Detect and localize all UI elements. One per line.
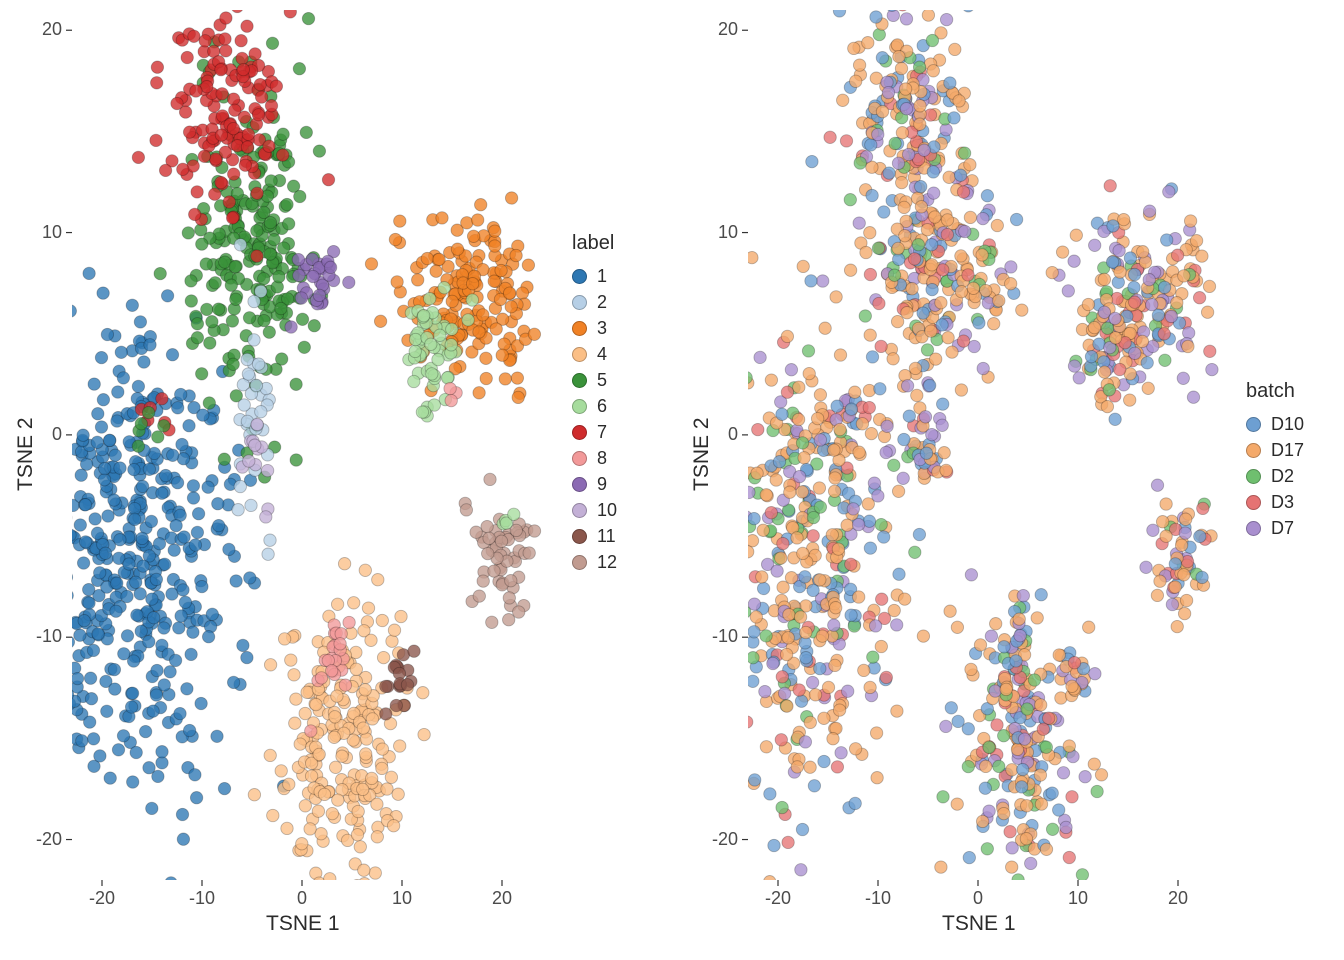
legend-label: 8 <box>597 448 607 469</box>
x-tick-label: -10 <box>182 888 222 909</box>
legend-item: 10 <box>572 497 617 523</box>
legend-item: 3 <box>572 315 617 341</box>
data-point <box>685 559 697 571</box>
panel-left <box>30 4 630 934</box>
x-tick-label: -10 <box>858 888 898 909</box>
data-point <box>308 938 320 950</box>
legend-swatch-icon <box>1246 443 1261 458</box>
y-axis-label: TSNE 2 <box>14 417 38 491</box>
legend-label: 9 <box>597 474 607 495</box>
legend-title: label <box>572 232 617 255</box>
legend-label: label123456789101112 <box>572 232 617 575</box>
x-axis-label: TSNE 1 <box>266 912 340 936</box>
legend-swatch-icon <box>572 451 587 466</box>
data-point <box>689 697 701 709</box>
legend-swatch-icon <box>1246 469 1261 484</box>
y-tick-label: -20 <box>18 829 62 850</box>
panel-right <box>706 4 1338 934</box>
data-point <box>17 500 29 512</box>
x-tick-label: 20 <box>1158 888 1198 909</box>
legend-item: 8 <box>572 445 617 471</box>
data-point <box>0 822 1 834</box>
legend-item: D17 <box>1246 437 1304 463</box>
legend-label: 3 <box>597 318 607 339</box>
data-point <box>688 491 700 503</box>
y-tick-label: -10 <box>18 626 62 647</box>
legend-item: 12 <box>572 549 617 575</box>
legend-item: 1 <box>572 263 617 289</box>
y-tick-label: 20 <box>694 19 738 40</box>
data-point <box>18 547 30 559</box>
legend-item: 7 <box>572 419 617 445</box>
legend-swatch-icon <box>1246 417 1261 432</box>
y-tick-label: 20 <box>18 19 62 40</box>
legend-item: D7 <box>1246 515 1304 541</box>
x-tick-label: -20 <box>82 888 122 909</box>
legend-item: 9 <box>572 471 617 497</box>
data-point <box>16 520 28 532</box>
legend-label: 12 <box>597 552 617 573</box>
legend-swatch-icon <box>572 347 587 362</box>
legend-item: 4 <box>572 341 617 367</box>
y-tick-label: 10 <box>694 222 738 243</box>
data-point <box>0 422 9 434</box>
legend-label: D17 <box>1271 440 1304 461</box>
legend-label: D7 <box>1271 518 1294 539</box>
data-point <box>670 512 682 524</box>
x-tick-label: 0 <box>282 888 322 909</box>
legend-batch: batch D10 D17 D2 D3 D7 <box>1246 380 1304 541</box>
y-tick-label: -20 <box>694 829 738 850</box>
legend-swatch-icon <box>572 399 587 414</box>
y-tick-label: -10 <box>694 626 738 647</box>
legend-swatch-icon <box>572 295 587 310</box>
x-tick-label: -20 <box>758 888 798 909</box>
legend-item: 5 <box>572 367 617 393</box>
legend-title: batch <box>1246 380 1304 403</box>
legend-label: 10 <box>597 500 617 521</box>
legend-label: D10 <box>1271 414 1304 435</box>
legend-item: 2 <box>572 289 617 315</box>
legend-label: 6 <box>597 396 607 417</box>
legend-swatch-icon <box>572 555 587 570</box>
legend-swatch-icon <box>572 321 587 336</box>
x-tick-label: 10 <box>382 888 422 909</box>
y-axis-label: TSNE 2 <box>690 417 714 491</box>
legend-swatch-icon <box>572 477 587 492</box>
legend-item: 11 <box>572 523 617 549</box>
data-point <box>682 620 694 632</box>
legend-label: 2 <box>597 292 607 313</box>
x-axis-label: TSNE 1 <box>942 912 1016 936</box>
legend-label: 5 <box>597 370 607 391</box>
data-point <box>197 0 209 1</box>
legend-swatch-icon <box>572 269 587 284</box>
x-tick-label: 10 <box>1058 888 1098 909</box>
legend-swatch-icon <box>572 373 587 388</box>
legend-swatch-icon <box>572 529 587 544</box>
legend-swatch-icon <box>1246 495 1261 510</box>
data-point <box>241 0 253 3</box>
legend-label: 7 <box>597 422 607 443</box>
legend-label: 11 <box>597 526 616 547</box>
y-tick-label: 10 <box>18 222 62 243</box>
legend-swatch-icon <box>1246 521 1261 536</box>
figure: -20 -10 0 10 20 -20 -10 0 10 20 TSNE 1 TSNE 2 label 1… <box>0 0 1344 960</box>
x-tick-label: 0 <box>958 888 998 909</box>
legend-label: 1 <box>597 266 607 287</box>
x-tick-label: 20 <box>482 888 522 909</box>
legend-label: D2 <box>1271 466 1294 487</box>
legend-item: D2 <box>1246 463 1304 489</box>
legend-label: D3 <box>1271 492 1294 513</box>
legend-item: 6 <box>572 393 617 419</box>
legend-swatch-icon <box>572 425 587 440</box>
legend-label: 4 <box>597 344 607 365</box>
legend-item: D10 <box>1246 411 1304 437</box>
legend-swatch-icon <box>572 503 587 518</box>
legend-item: D3 <box>1246 489 1304 515</box>
